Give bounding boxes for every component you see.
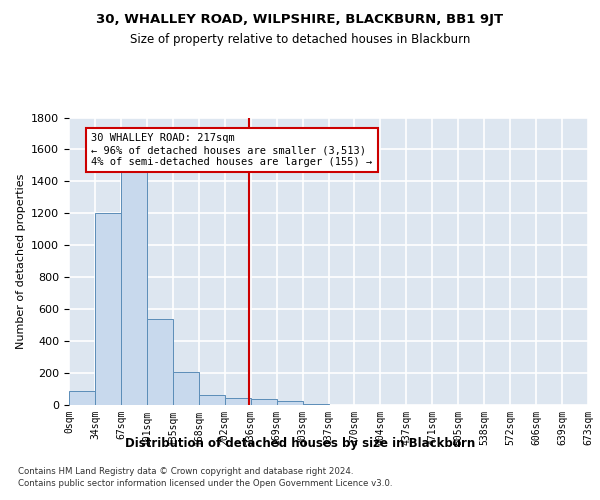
Bar xyxy=(199,394,224,405)
Bar xyxy=(173,372,199,405)
Bar xyxy=(95,214,121,405)
Y-axis label: Number of detached properties: Number of detached properties xyxy=(16,174,26,349)
Bar xyxy=(225,398,251,405)
Text: Size of property relative to detached houses in Blackburn: Size of property relative to detached ho… xyxy=(130,32,470,46)
Bar xyxy=(69,390,95,405)
Bar xyxy=(147,319,173,405)
Bar xyxy=(277,400,302,405)
Text: Contains HM Land Registry data © Crown copyright and database right 2024.: Contains HM Land Registry data © Crown c… xyxy=(18,468,353,476)
Text: Contains public sector information licensed under the Open Government Licence v3: Contains public sector information licen… xyxy=(18,479,392,488)
Bar xyxy=(251,400,277,405)
Text: 30 WHALLEY ROAD: 217sqm
← 96% of detached houses are smaller (3,513)
4% of semi-: 30 WHALLEY ROAD: 217sqm ← 96% of detache… xyxy=(91,134,373,166)
Bar xyxy=(121,172,147,405)
Text: 30, WHALLEY ROAD, WILPSHIRE, BLACKBURN, BB1 9JT: 30, WHALLEY ROAD, WILPSHIRE, BLACKBURN, … xyxy=(97,12,503,26)
Bar xyxy=(302,404,329,405)
Text: Distribution of detached houses by size in Blackburn: Distribution of detached houses by size … xyxy=(125,438,475,450)
